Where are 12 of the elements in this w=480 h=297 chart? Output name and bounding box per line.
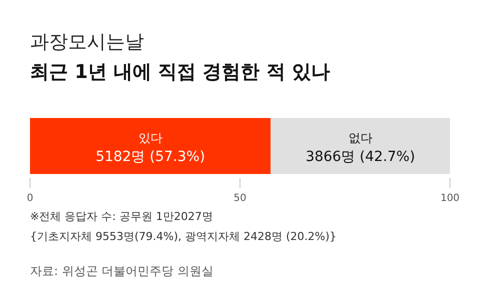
data-label: 5182명 (57.3%) (96, 149, 206, 165)
chart-title: 과장모시는날 (30, 31, 144, 53)
x-tick-label: 0 (26, 193, 34, 204)
text: ※전체 응답자 수: 공무원 1만2027명 (30, 210, 213, 223)
series-label: 있다 (138, 131, 162, 145)
x-tick-label: 100 (440, 193, 460, 204)
x-tick-label: 50 (234, 193, 246, 204)
data-label: 3866명 (42.7%) (306, 149, 416, 165)
series-label: 없다 (348, 131, 372, 145)
text: {기초지자체 9553명(79.4%), 광역지자체 2428명 (20.2%)} (30, 230, 337, 243)
chart-subtitle: 최근 1년 내에 직접 경험한 적 있나 (30, 61, 330, 83)
text: 자료: 위성곤 더불어민주당 의원실 (30, 264, 214, 278)
